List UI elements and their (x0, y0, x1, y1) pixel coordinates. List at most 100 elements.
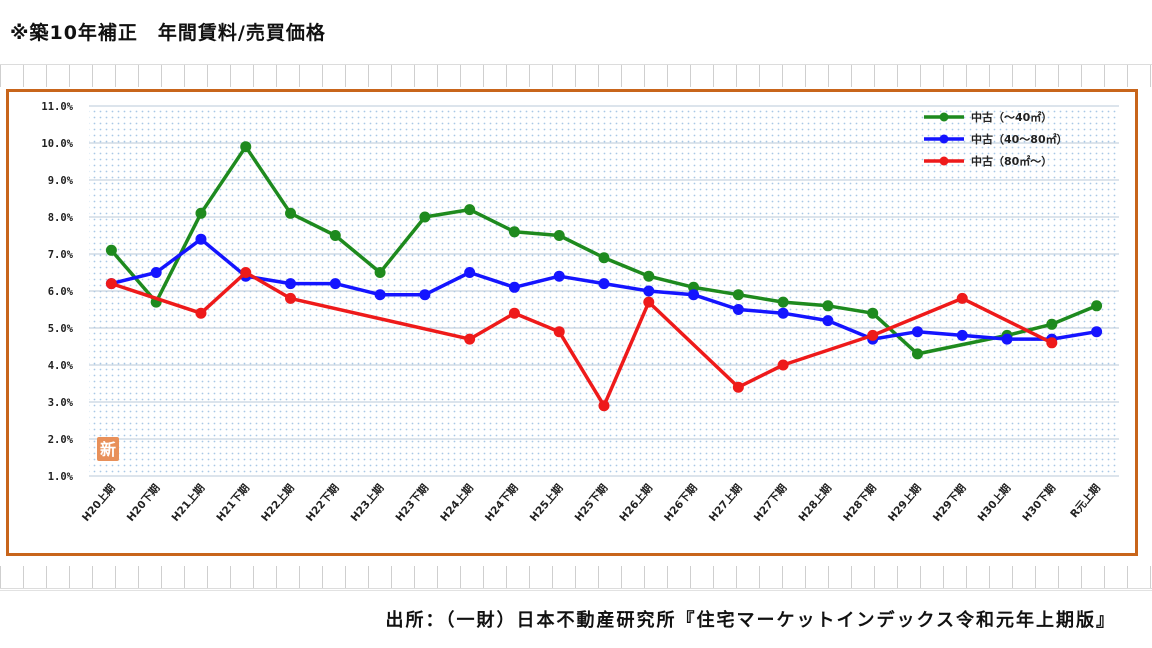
chart-frame[interactable]: 1.0% 2.0% 3.0% 4.0% 5.0% 6.0% 7.0% 8.0% 9.0% 10.0… (6, 89, 1138, 556)
y-tick-label: 6.0% (48, 286, 74, 298)
data-point[interactable] (329, 278, 341, 290)
series-layer (105, 141, 1103, 412)
data-point[interactable] (508, 307, 520, 319)
data-point[interactable] (553, 270, 565, 282)
legend-marker (939, 156, 949, 166)
data-point[interactable] (1091, 300, 1103, 312)
x-tick-label: H25上期 (527, 482, 566, 524)
x-tick-label: R元上期 (1067, 482, 1102, 521)
x-tick-label: H27上期 (706, 482, 745, 524)
data-point[interactable] (553, 326, 565, 338)
y-tick-label: 9.0% (48, 175, 74, 187)
x-tick-label: H26下期 (661, 482, 700, 524)
x-tick-label: H22下期 (303, 482, 342, 524)
data-point[interactable] (1046, 318, 1058, 330)
data-point[interactable] (553, 230, 565, 241)
y-tick-label: 4.0% (48, 360, 74, 372)
data-point[interactable] (732, 304, 744, 315)
data-point[interactable] (598, 400, 610, 412)
data-point[interactable] (598, 278, 610, 290)
x-tick-label: H25下期 (572, 482, 611, 524)
data-point[interactable] (1001, 333, 1013, 345)
y-tick-label: 5.0% (48, 323, 74, 335)
y-tick-label: 1.0% (48, 471, 74, 483)
x-tick-label: H28上期 (796, 482, 835, 524)
data-point[interactable] (419, 289, 431, 301)
data-point[interactable] (732, 381, 744, 393)
data-point[interactable] (105, 244, 117, 256)
y-tick-label: 3.0% (48, 397, 74, 409)
data-point[interactable] (508, 281, 520, 293)
x-tick-label: H28下期 (840, 482, 879, 524)
data-point[interactable] (598, 252, 610, 264)
series-3 (105, 267, 1058, 412)
series-line (110, 144, 1098, 356)
data-point[interactable] (150, 267, 162, 278)
x-tick-label: H29上期 (885, 482, 924, 524)
data-point[interactable] (285, 207, 297, 219)
x-tick-label: H29下期 (930, 482, 969, 524)
page-title: ※築10年補正 年間賃料/売買価格 (10, 22, 326, 44)
data-point[interactable] (1046, 337, 1058, 349)
data-point[interactable] (508, 226, 520, 238)
spreadsheet-grid-band-bottom (0, 566, 1152, 589)
data-point[interactable] (956, 292, 968, 304)
x-tick-label: H26上期 (617, 482, 656, 524)
data-point[interactable] (777, 359, 789, 371)
data-point[interactable] (643, 270, 655, 282)
data-point[interactable] (867, 307, 879, 319)
data-point[interactable] (643, 296, 655, 308)
legend-marker (939, 134, 949, 144)
x-tick-label: H23下期 (393, 482, 432, 524)
data-point[interactable] (956, 329, 968, 341)
data-point[interactable] (240, 141, 252, 153)
y-tick-label: 8.0% (48, 212, 74, 224)
data-point[interactable] (464, 204, 476, 216)
x-tick-label: H24下期 (482, 482, 521, 524)
x-tick-label: H20上期 (79, 482, 118, 524)
data-point[interactable] (105, 278, 117, 290)
data-point[interactable] (777, 307, 789, 319)
data-point[interactable] (911, 326, 923, 338)
data-point[interactable] (285, 278, 297, 290)
spreadsheet-grid-band-top (0, 64, 1152, 87)
data-point[interactable] (195, 233, 207, 245)
divider (0, 590, 1152, 591)
legend-label: 中古（80㎡～） (971, 154, 1052, 168)
data-point[interactable] (419, 211, 431, 223)
data-point[interactable] (867, 329, 879, 341)
new-stamp: 新 (97, 437, 119, 461)
data-point[interactable] (374, 267, 386, 278)
data-point[interactable] (195, 307, 207, 319)
data-point[interactable] (688, 289, 700, 301)
data-point[interactable] (1091, 326, 1103, 338)
data-point[interactable] (329, 230, 341, 241)
x-tick-label: H20下期 (124, 482, 163, 524)
data-point[interactable] (822, 315, 834, 327)
x-tick-label: H21下期 (214, 482, 253, 524)
data-point[interactable] (777, 296, 789, 308)
data-point[interactable] (732, 289, 744, 301)
series-line (110, 270, 1053, 408)
data-point[interactable] (195, 207, 207, 219)
legend: 中古（～40㎡） 中古（40～80㎡） 中古（80㎡～） (924, 110, 1068, 168)
data-point[interactable] (464, 333, 476, 345)
data-point[interactable] (240, 267, 252, 278)
source-note: 出所：（一財）日本不動産研究所『住宅マーケットインデックス令和元年上期版』 (385, 610, 1116, 631)
x-tick-label: H24上期 (437, 482, 476, 524)
stamp-box (97, 437, 119, 461)
data-point[interactable] (285, 292, 297, 304)
data-point[interactable] (643, 285, 655, 297)
series-2 (105, 233, 1103, 345)
legend-label: 中古（40～80㎡） (971, 132, 1068, 146)
data-point[interactable] (464, 267, 476, 278)
data-point[interactable] (822, 300, 834, 312)
data-point[interactable] (374, 289, 386, 301)
x-tick-label: H30上期 (975, 482, 1014, 524)
data-point[interactable] (911, 348, 923, 360)
legend-label: 中古（～40㎡） (971, 110, 1052, 124)
y-tick-label: 11.0% (41, 101, 73, 113)
x-tick-label: H21上期 (169, 482, 208, 524)
y-axis: 1.0% 2.0% 3.0% 4.0% 5.0% 6.0% 7.0% 8.0% 9.0% 10.0… (41, 101, 73, 483)
x-tick-label: H23上期 (348, 482, 387, 524)
